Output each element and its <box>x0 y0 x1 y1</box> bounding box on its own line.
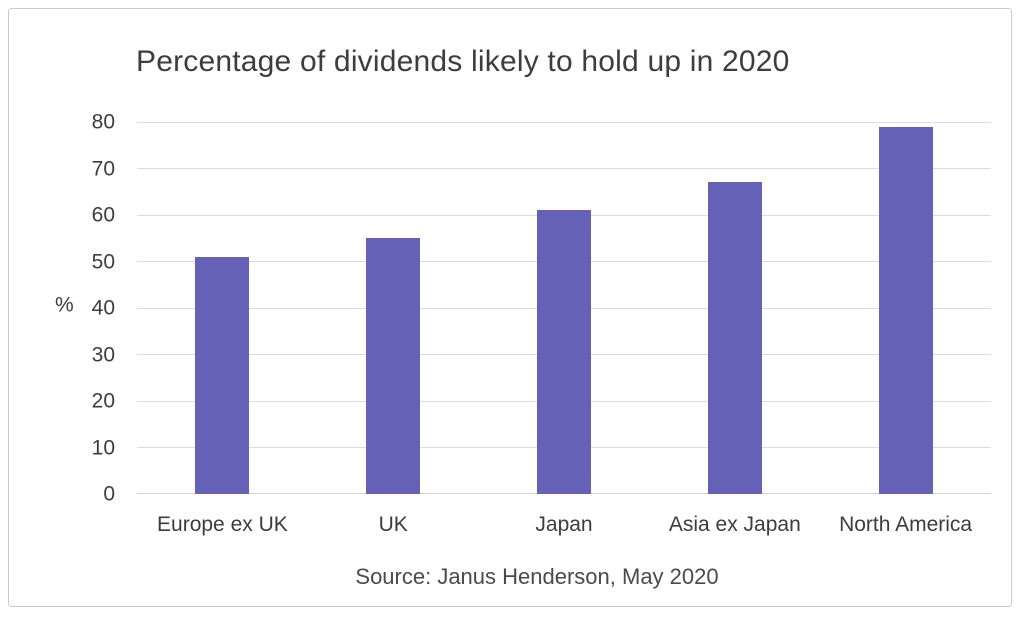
plot-area <box>137 121 991 494</box>
y-tick-label: 50 <box>91 250 115 273</box>
y-axis-unit-label: % <box>55 293 74 317</box>
x-tick-label: Europe ex UK <box>157 513 288 536</box>
bar <box>366 238 421 494</box>
chart-frame: Percentage of dividends likely to hold u… <box>8 8 1012 607</box>
x-axis-labels: Europe ex UK UK Japan Asia ex Japan North Am… <box>137 513 991 543</box>
y-tick-label: 0 <box>103 482 115 506</box>
bar <box>707 182 762 494</box>
bar <box>195 256 250 494</box>
bar <box>878 126 933 494</box>
bar <box>537 210 591 494</box>
y-tick-label: 30 <box>91 343 115 366</box>
y-tick-label: 10 <box>91 436 115 459</box>
x-tick-label: UK <box>378 513 408 536</box>
y-tick-label: 40 <box>91 296 115 320</box>
x-tick-label: Asia ex Japan <box>668 513 801 536</box>
source-caption: Source: Janus Henderson, May 2020 <box>355 564 719 589</box>
y-tick-label: 60 <box>91 203 115 227</box>
y-axis-tick-labels: 0 10 20 30 40 50 60 70 80 <box>9 112 115 505</box>
x-tick-label: Japan <box>535 513 593 536</box>
gridline <box>137 121 991 123</box>
x-tick-label: North America <box>839 513 973 536</box>
y-tick-label: 80 <box>91 110 115 134</box>
gridline <box>137 168 991 169</box>
y-tick-label: 20 <box>91 389 115 413</box>
y-tick-label: 70 <box>91 157 115 180</box>
chart-title: Percentage of dividends likely to hold u… <box>136 45 790 78</box>
